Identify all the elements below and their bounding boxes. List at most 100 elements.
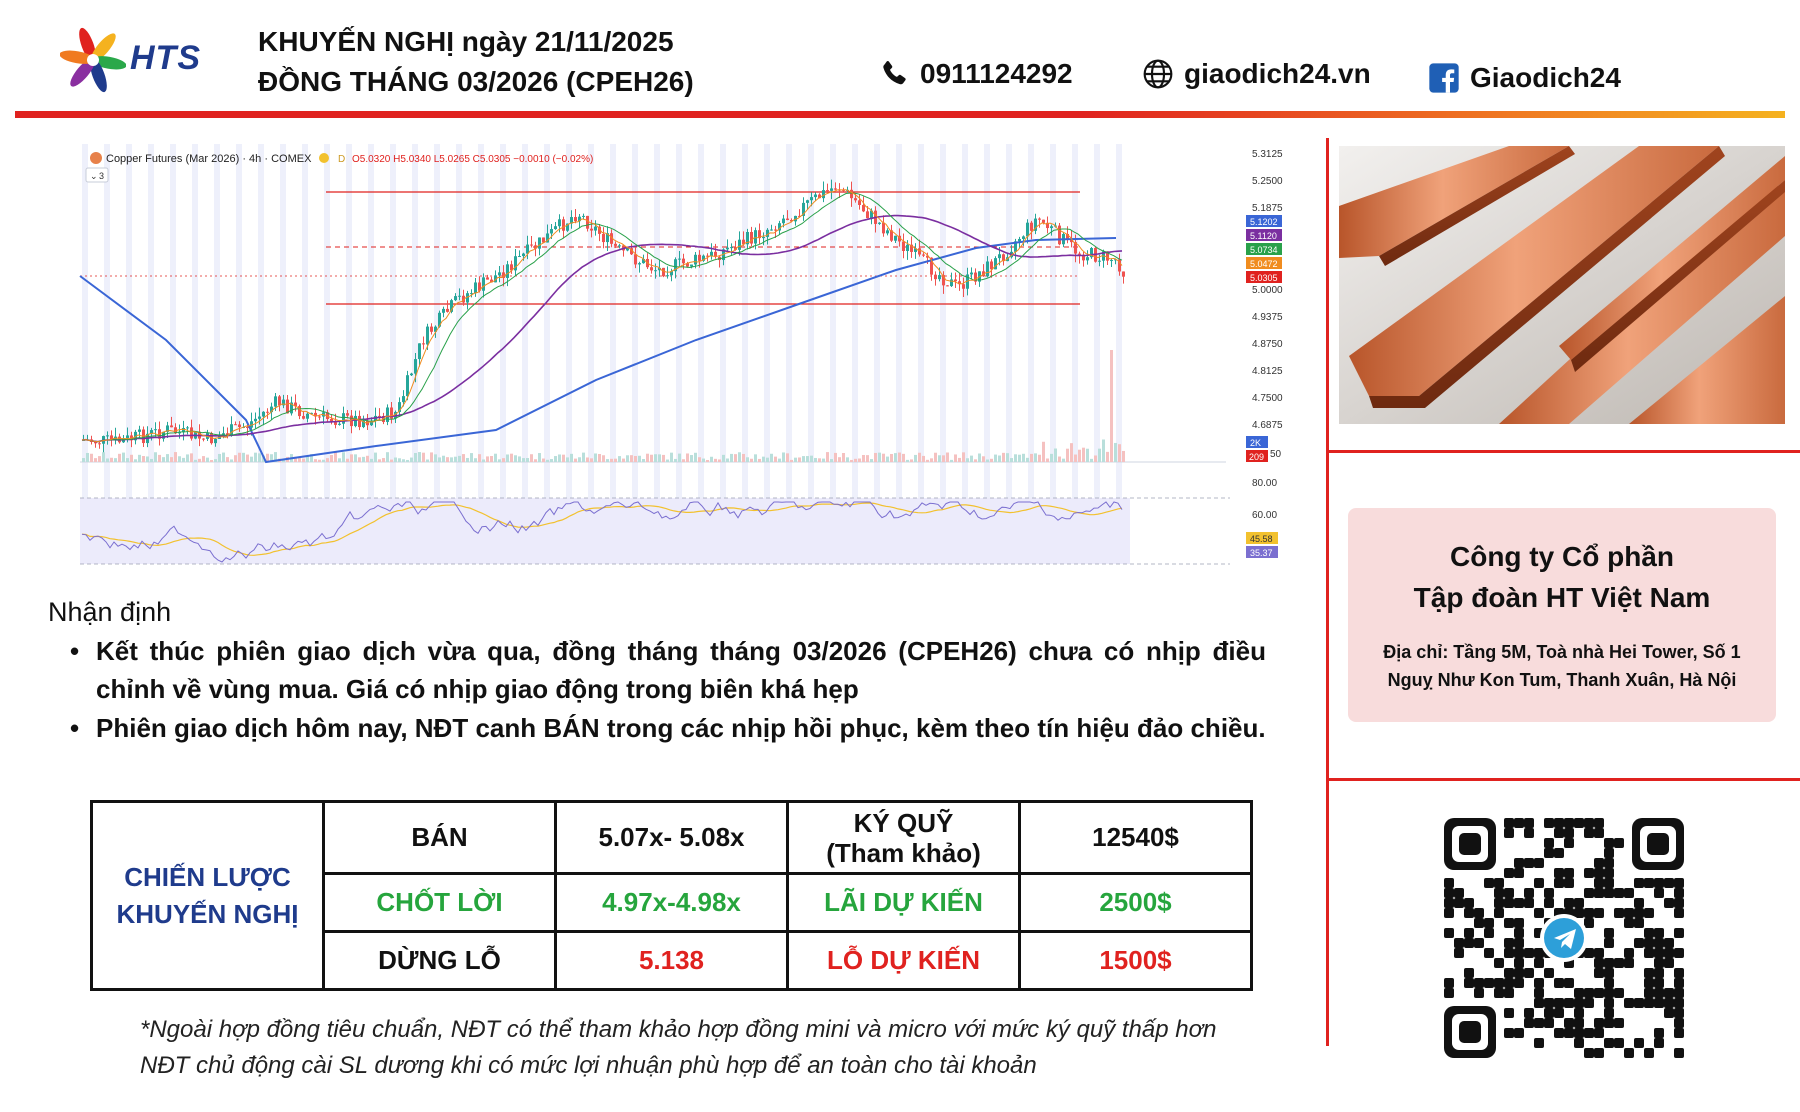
phone-contact[interactable]: 0911124292 <box>878 58 1073 90</box>
session-stripe <box>874 144 880 564</box>
candle-body <box>398 402 401 412</box>
volume-bar <box>546 459 549 462</box>
candle-body <box>938 275 941 280</box>
volume-bar <box>698 457 701 462</box>
session-stripe <box>280 144 286 564</box>
volume-bar <box>342 452 345 462</box>
volume-bar <box>718 459 721 462</box>
candle-body <box>590 228 593 231</box>
session-stripe <box>478 144 484 564</box>
volume-bar <box>1034 453 1037 462</box>
volume-bar <box>542 458 545 462</box>
company-name-line: Công ty Cổ phần <box>1450 541 1674 572</box>
candle-body <box>870 210 873 219</box>
volume-bar <box>838 457 841 462</box>
website-link: giaodich24.vn <box>1184 58 1371 89</box>
volume-bar <box>98 456 101 462</box>
candle-body <box>474 282 477 294</box>
volume-bar <box>282 459 285 462</box>
volume-bar <box>110 457 113 462</box>
candle-body <box>986 261 989 277</box>
volume-bar <box>402 459 405 462</box>
volume-bar <box>358 457 361 462</box>
candle-body <box>94 441 97 444</box>
telegram-qr-code[interactable] <box>1444 818 1684 1058</box>
volume-bar <box>942 455 945 462</box>
volume-bar <box>898 452 901 462</box>
volume-bar <box>494 453 497 462</box>
candle-body <box>606 233 609 243</box>
volume-bar <box>214 459 217 462</box>
website-contact[interactable]: giaodich24.vn <box>1142 58 1371 90</box>
candle-body <box>586 215 589 229</box>
candle-body <box>638 263 641 265</box>
candle-body <box>946 285 949 287</box>
volume-bar <box>582 452 585 462</box>
volume-bar <box>190 453 193 462</box>
volume-bar <box>946 452 949 462</box>
volume-bar <box>622 458 625 462</box>
volume-bar <box>310 454 313 462</box>
volume-bar <box>510 453 513 462</box>
volume-bar <box>670 452 673 462</box>
candle-body <box>914 248 917 252</box>
candle-body <box>1078 253 1081 255</box>
candle-body <box>794 215 797 222</box>
candle-body <box>594 226 597 231</box>
candle-body <box>550 229 553 234</box>
candle-body <box>1074 242 1077 254</box>
candle-body <box>518 256 521 258</box>
stop-loss-label: DỪNG LỖ <box>322 930 557 991</box>
candle-body <box>766 229 769 237</box>
volume-bar <box>654 454 657 462</box>
session-stripe <box>500 144 506 564</box>
candle-body <box>278 396 281 406</box>
volume-bar <box>370 458 373 462</box>
volume-bar <box>778 458 781 462</box>
candle-body <box>854 198 857 201</box>
session-stripe <box>214 144 220 564</box>
candle-body <box>1066 233 1069 239</box>
volume-bar <box>458 455 461 462</box>
session-stripe <box>192 144 198 564</box>
session-stripe <box>544 144 550 564</box>
volume-bar <box>1094 455 1097 462</box>
ma-50-line <box>81 214 1123 443</box>
volume-bar <box>258 453 261 462</box>
volume-bar <box>994 454 997 462</box>
volume-bar <box>242 452 245 462</box>
copper-bars-image <box>1339 146 1785 424</box>
candle-body <box>202 438 205 440</box>
candle-body <box>290 402 293 414</box>
volume-bar <box>454 456 457 462</box>
price-tick: 4.9375 <box>1252 312 1283 323</box>
rsi-badge <box>1246 546 1278 558</box>
expected-loss-label: LỖ DỰ KIẾN <box>786 930 1021 991</box>
volume-bar <box>394 457 397 462</box>
volume-bar <box>970 455 973 462</box>
volume-bar <box>678 453 681 462</box>
volume-bar <box>794 457 797 462</box>
indicator-collapse-icon[interactable]: ⌄ <box>90 171 98 181</box>
volume-bar <box>1110 350 1113 462</box>
facebook-name: Giaodich24 <box>1470 62 1621 93</box>
volume-bar <box>210 459 213 462</box>
candle-body <box>238 424 241 428</box>
session-stripe <box>632 144 638 564</box>
volume-bar <box>534 459 537 462</box>
volume-bar <box>634 455 637 462</box>
volume-bar <box>954 454 957 462</box>
volume-bar <box>466 457 469 462</box>
volume-bar <box>334 452 337 462</box>
candle-body <box>850 189 853 199</box>
volume-bar <box>618 456 621 462</box>
candle-body <box>958 281 961 285</box>
margin-label: KÝ QUỸ (Tham khảo) <box>786 800 1021 875</box>
candle-body <box>886 230 889 234</box>
volume-bar <box>978 453 981 462</box>
volume-bar <box>862 454 865 462</box>
facebook-contact[interactable]: Giaodich24 <box>1428 62 1621 94</box>
volume-bar <box>398 458 401 462</box>
rsi-tick: 80.00 <box>1252 478 1277 489</box>
candle-body <box>418 343 421 360</box>
